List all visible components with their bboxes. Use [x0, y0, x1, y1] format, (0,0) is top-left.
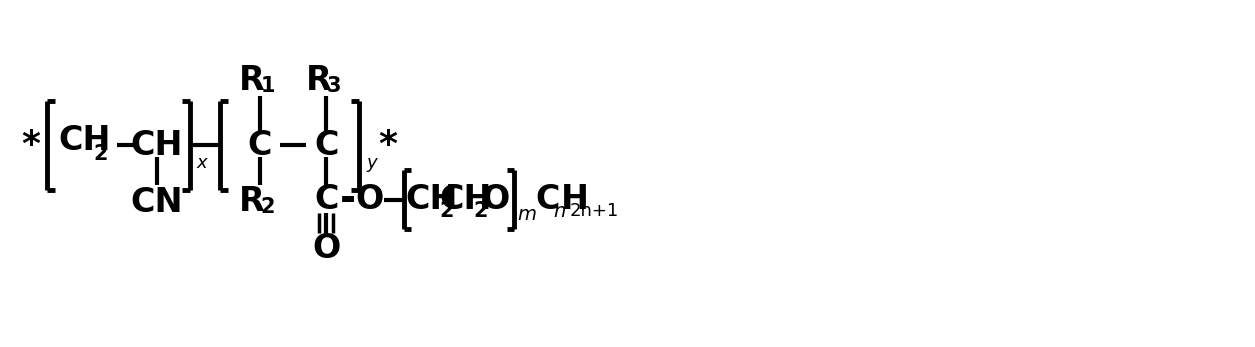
Text: R: R	[238, 185, 265, 218]
Text: 2: 2	[93, 144, 108, 164]
Text: y: y	[366, 154, 378, 172]
Text: R: R	[305, 64, 331, 97]
Text: O: O	[482, 183, 510, 216]
Text: O: O	[355, 183, 383, 216]
Text: H: H	[561, 183, 590, 216]
Text: C: C	[535, 183, 560, 216]
Text: *: *	[379, 128, 398, 162]
Text: x: x	[197, 154, 207, 172]
Text: C: C	[247, 129, 272, 162]
Text: 2: 2	[260, 197, 275, 218]
Text: C: C	[314, 183, 339, 216]
Text: CH: CH	[439, 183, 492, 216]
Text: n: n	[553, 202, 566, 221]
Text: C: C	[314, 129, 339, 162]
Text: CH: CH	[131, 129, 183, 162]
Text: CH: CH	[405, 183, 458, 216]
Text: 3: 3	[328, 76, 341, 96]
Text: -: -	[340, 180, 356, 219]
Text: CN: CN	[131, 186, 183, 219]
Text: CH: CH	[58, 124, 110, 157]
Text: 2n+1: 2n+1	[570, 202, 619, 220]
Text: 1: 1	[260, 76, 275, 96]
Text: 2: 2	[439, 201, 454, 221]
Text: 2: 2	[473, 201, 488, 221]
Text: R: R	[238, 64, 265, 97]
Text: m: m	[517, 205, 536, 224]
Text: *: *	[21, 128, 40, 162]
Text: O: O	[312, 232, 340, 265]
